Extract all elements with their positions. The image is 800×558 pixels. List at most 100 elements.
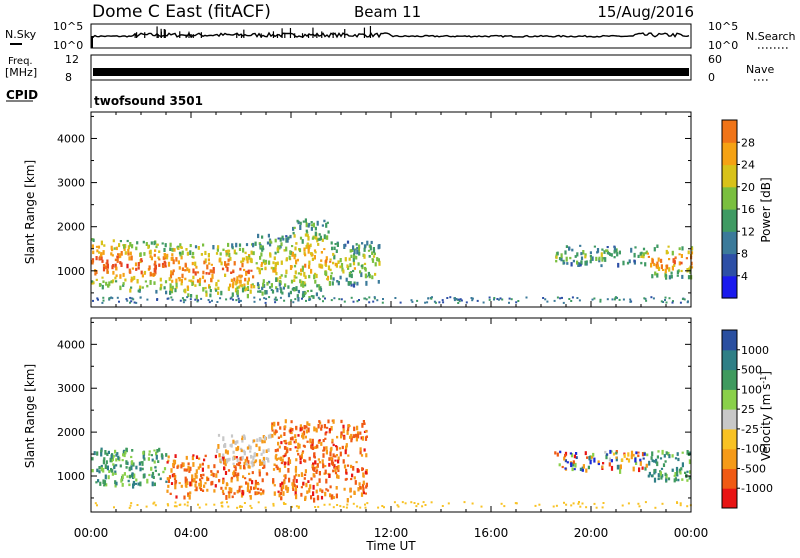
scatter-cell [207,464,210,469]
scatter-cell [150,454,153,457]
scatter-cell [217,286,220,290]
scatter-cell [247,256,250,260]
scatter-cell [306,290,309,293]
scatter-cell [635,451,638,455]
scatter-cell [358,482,361,486]
scatter-cell [293,287,296,290]
scatter-cell [294,438,297,444]
scatter-cell [328,462,331,467]
scatter-cell [311,441,314,447]
scatter-cell [131,449,134,452]
scatter-cell [337,281,340,284]
scatter-cell [157,256,160,259]
scatter-cell [274,455,277,460]
scatter-cell [217,279,220,282]
ground-scatter-cell [394,297,397,299]
scatter-cell [601,248,604,251]
ground-scatter-cell [510,298,513,301]
ground-scatter-cell [679,502,682,505]
scatter-cell [367,249,371,252]
scatter-cell [613,246,616,252]
scatter-cell [105,281,108,286]
scatter-cell [169,247,172,251]
scatter-cell [113,464,116,470]
scatter-cell [121,483,124,487]
scatter-cell [139,467,142,472]
scatter-cell [365,430,368,433]
scatter-cell [114,470,117,475]
scatter-cell [153,253,156,257]
scatter-cell [236,476,239,482]
ground-scatter-cell [194,298,197,301]
scatter-cell [661,449,664,455]
scatter-cell [319,235,322,241]
scatter-cell [323,219,326,223]
ground-scatter-cell [129,296,132,299]
velocity-colorbar-swatch [722,468,737,489]
scatter-cell [340,419,343,424]
ground-scatter-cell [253,300,256,303]
scatter-cell [279,491,283,496]
scatter-cell [238,247,242,251]
scatter-cell [171,279,174,283]
freq-tick-bottom: 8 [65,71,72,84]
ground-scatter-cell [599,300,602,303]
scatter-cell [311,257,314,261]
scatter-cell [137,262,140,267]
scatter-cell [347,454,350,457]
scatter-cell [201,489,205,492]
scatter-cell [564,467,567,470]
scatter-cell [324,465,327,468]
scatter-cell [600,264,603,268]
ground-scatter-cell [679,301,682,304]
scatter-cell [257,483,260,486]
scatter-cell [125,447,128,453]
scatter-cell [119,261,122,265]
scatter-cell [230,477,233,483]
scatter-cell [125,460,128,465]
scatter-cell [292,231,295,235]
scatter-cell [665,451,668,455]
scatter-cell [568,246,571,251]
scatter-cell [276,261,279,266]
scatter-cell [281,481,284,485]
scatter-cell [224,471,228,475]
scatter-cell [241,262,244,268]
ground-scatter-cell [328,503,331,506]
scatter-cell [318,233,321,236]
scatter-cell [314,445,317,449]
scatter-cell [592,452,595,457]
scatter-cell [335,446,339,451]
scatter-cell [260,252,263,257]
scatter-cell [589,254,592,258]
nave-tick-top: 60 [708,53,722,66]
power-colorbar-label: Power [dB] [759,177,773,242]
ground-scatter-cell [595,506,598,509]
scatter-cell [369,245,372,251]
scatter-cell [246,285,250,288]
scatter-cell [345,445,348,451]
scatter-cell [214,484,217,488]
ground-scatter-cell [613,298,616,301]
scatter-cell [142,455,145,459]
scatter-cell [362,474,365,478]
ground-scatter-cell [135,301,138,304]
scatter-cell [286,490,289,493]
scatter-cell [147,457,150,461]
scatter-cell [254,479,257,485]
scatter-cell [231,495,234,499]
scatter-cell [343,487,346,491]
scatter-cell [353,267,356,270]
ground-scatter-cell [542,297,545,299]
scatter-cell [231,283,235,289]
scatter-cell [358,244,361,249]
scatter-cell [342,459,345,464]
ground-scatter-cell [482,301,485,304]
ground-scatter-cell [576,297,579,299]
scatter-cell [308,456,311,461]
scatter-cell [360,264,363,268]
scatter-cell [130,286,133,289]
scatter-cell [128,483,131,487]
scatter-cell [347,424,350,427]
scatter-cell [336,474,339,479]
